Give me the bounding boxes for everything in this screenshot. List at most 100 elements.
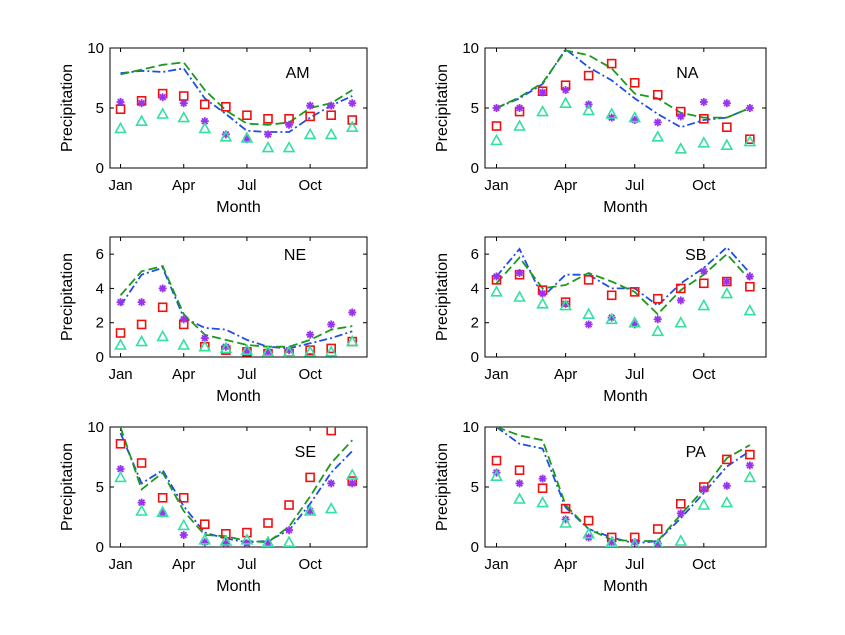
data-point-star — [561, 86, 570, 94]
data-point-triangle — [651, 324, 665, 337]
x-axis-label: Month — [603, 578, 647, 595]
data-point-triangle — [177, 110, 191, 123]
data-point-square — [606, 290, 617, 301]
data-point-square — [583, 70, 594, 81]
series-line-green-dash — [120, 61, 353, 126]
data-point-star — [263, 130, 272, 139]
data-point-square — [745, 449, 755, 460]
data-point-star — [179, 531, 188, 539]
data-point-triangle — [674, 142, 688, 154]
data-point-star — [515, 479, 524, 488]
y-tick-label: 5 — [96, 100, 104, 117]
x-tick-label: Apr — [172, 177, 195, 194]
data-point-star — [306, 101, 315, 110]
data-point-triangle — [720, 286, 734, 299]
data-point-star — [722, 99, 731, 108]
data-point-triangle — [652, 537, 663, 547]
panel-title: NE — [284, 247, 306, 264]
data-point-square — [583, 515, 594, 526]
y-tick-label: 10 — [462, 40, 479, 57]
x-tick-label: Apr — [554, 177, 577, 194]
data-point-star — [699, 98, 708, 106]
series-line-green-dash — [496, 49, 751, 119]
data-point-square — [537, 483, 548, 494]
data-point-triangle — [674, 534, 688, 546]
x-tick-label: Oct — [298, 366, 322, 383]
data-point-square — [305, 111, 315, 122]
data-point-square — [675, 283, 686, 294]
data-point-star — [327, 479, 336, 488]
data-point-triangle — [135, 334, 148, 347]
x-tick-label: Oct — [298, 556, 322, 573]
data-point-triangle — [697, 298, 711, 311]
data-point-triangle — [303, 504, 317, 516]
x-tick-label: Jan — [108, 556, 132, 573]
data-point-square — [326, 343, 336, 354]
x-tick-label: Apr — [554, 366, 577, 383]
data-point-triangle — [513, 119, 526, 131]
x-tick-label: Apr — [554, 556, 577, 573]
data-point-triangle — [324, 501, 338, 514]
data-point-square — [136, 319, 147, 330]
series-line-green-dash — [496, 427, 751, 542]
data-point-star — [699, 485, 708, 494]
data-point-triangle — [490, 285, 503, 297]
y-tick-label: 10 — [462, 419, 479, 436]
data-point-square — [629, 287, 640, 297]
data-point-star — [179, 315, 188, 324]
data-point-triangle — [582, 527, 596, 539]
panel-title: SB — [685, 247, 706, 264]
data-point-square — [583, 275, 594, 285]
axes-frame — [484, 236, 767, 358]
y-tick-label: 10 — [87, 40, 104, 57]
data-point-triangle — [490, 469, 503, 481]
data-point-square — [115, 438, 126, 449]
data-point-star — [538, 88, 547, 97]
plot-area — [490, 48, 757, 154]
data-point-triangle — [697, 136, 711, 148]
data-point-triangle — [582, 307, 596, 319]
y-axis-label: Precipitation — [434, 443, 451, 531]
x-axis-label: Month — [216, 388, 260, 405]
data-point-square — [263, 518, 273, 528]
data-point-triangle — [324, 127, 338, 140]
data-point-triangle — [559, 516, 572, 528]
data-point-triangle — [559, 96, 572, 108]
x-tick-label: Jan — [108, 177, 132, 194]
x-axis-label: Month — [216, 199, 260, 216]
data-point-triangle — [743, 134, 757, 147]
series-line-blue-dashdot — [120, 67, 353, 133]
data-point-square — [326, 110, 336, 120]
data-point-triangle — [240, 343, 254, 355]
series-line-green-dash — [495, 252, 751, 316]
data-point-star — [745, 272, 754, 281]
data-point-square — [699, 278, 709, 289]
data-point-star — [653, 118, 662, 127]
data-point-triangle — [177, 518, 191, 531]
data-point-star — [327, 320, 336, 329]
data-point-star — [515, 269, 524, 277]
data-point-square — [136, 458, 147, 468]
data-point-triangle — [697, 498, 711, 510]
data-point-star — [676, 296, 685, 305]
data-point-square — [629, 78, 640, 88]
data-point-triangle — [219, 534, 233, 546]
series-line-green-dash — [119, 265, 353, 348]
data-point-star — [306, 330, 315, 339]
y-tick-label: 0 — [96, 349, 104, 366]
data-point-star — [137, 99, 146, 108]
data-point-triangle — [261, 345, 275, 357]
y-axis-label: Precipitation — [59, 443, 76, 531]
data-point-square — [722, 122, 732, 132]
y-tick-label: 0 — [471, 160, 479, 177]
y-tick-label: 0 — [96, 160, 104, 177]
y-tick-label: 5 — [96, 479, 104, 496]
data-point-triangle — [282, 535, 296, 547]
data-point-star — [116, 98, 125, 106]
data-point-star — [745, 461, 754, 470]
axes-frame — [109, 236, 368, 358]
data-point-triangle — [156, 505, 170, 517]
data-point-square — [675, 498, 686, 509]
data-point-triangle — [605, 312, 619, 325]
